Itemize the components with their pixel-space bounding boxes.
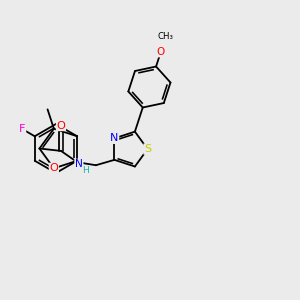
- Text: O: O: [56, 121, 65, 130]
- Text: CH₃: CH₃: [158, 32, 174, 40]
- Text: N: N: [75, 159, 83, 169]
- Text: F: F: [19, 124, 26, 134]
- Text: H: H: [82, 166, 89, 175]
- Text: S: S: [144, 144, 151, 154]
- Text: O: O: [50, 163, 58, 173]
- Text: N: N: [110, 133, 118, 143]
- Text: O: O: [157, 47, 165, 57]
